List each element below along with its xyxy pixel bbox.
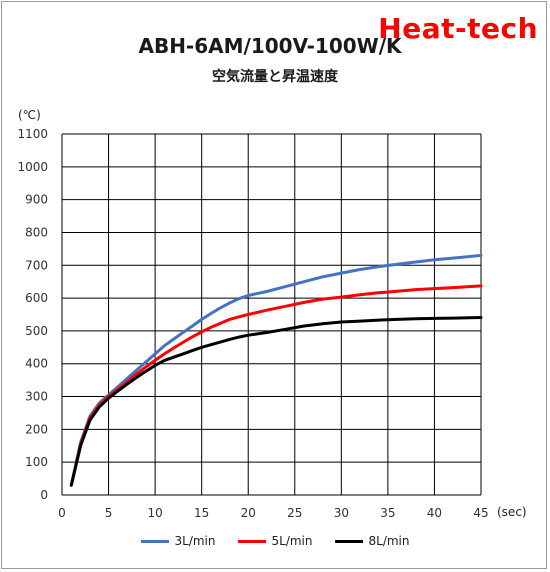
x-tick-label: 40 [427,506,442,520]
legend-swatch-3l [140,539,169,543]
y-tick-label: 100 [25,455,48,469]
x-tick-label: 5 [105,506,113,520]
chart-title: ABH-6AM/100V-100W/K [138,34,402,58]
series-line-2 [69,316,483,487]
y-tick-label: 800 [25,225,48,239]
y-tick-label: 1100 [17,127,48,141]
y-tick-label: 1000 [17,160,48,174]
y-tick-label: 500 [25,324,48,338]
y-tick-label: 700 [25,258,48,272]
x-tick-label: 35 [380,506,395,520]
legend-label-3l: 3L/min [174,534,216,548]
x-tick-label: 25 [287,506,302,520]
y-tick-label: 900 [25,193,48,207]
y-axis-unit: (℃) [18,108,41,122]
x-tick-label: 30 [334,506,349,520]
legend-item-5l: 5L/min [237,534,313,548]
y-tick-label: 200 [25,422,48,436]
x-tick-label: 20 [241,506,256,520]
x-tick-label: 45 [473,506,488,520]
brand-logo: Heat-tech [378,12,538,45]
legend: 3L/min 5L/min 8L/min [0,534,550,548]
x-tick-label: 10 [147,506,162,520]
chart-subtitle: 空気流量と昇温速度 [212,69,338,85]
legend-item-3l: 3L/min [140,534,216,548]
y-tick-label: 300 [25,390,48,404]
y-tick-label: 400 [25,357,48,371]
y-tick-label: 0 [40,488,48,502]
series-line-1 [69,284,483,487]
legend-swatch-8l [334,539,363,543]
x-tick-label: 0 [58,506,66,520]
legend-item-8l: 8L/min [334,534,410,548]
y-tick-label: 600 [25,291,48,305]
legend-swatch-5l [237,539,266,543]
legend-label-5l: 5L/min [271,534,313,548]
x-axis-unit: (sec) [497,505,527,519]
series-line-0 [69,253,483,487]
legend-label-8l: 8L/min [368,534,410,548]
x-tick-label: 15 [194,506,209,520]
